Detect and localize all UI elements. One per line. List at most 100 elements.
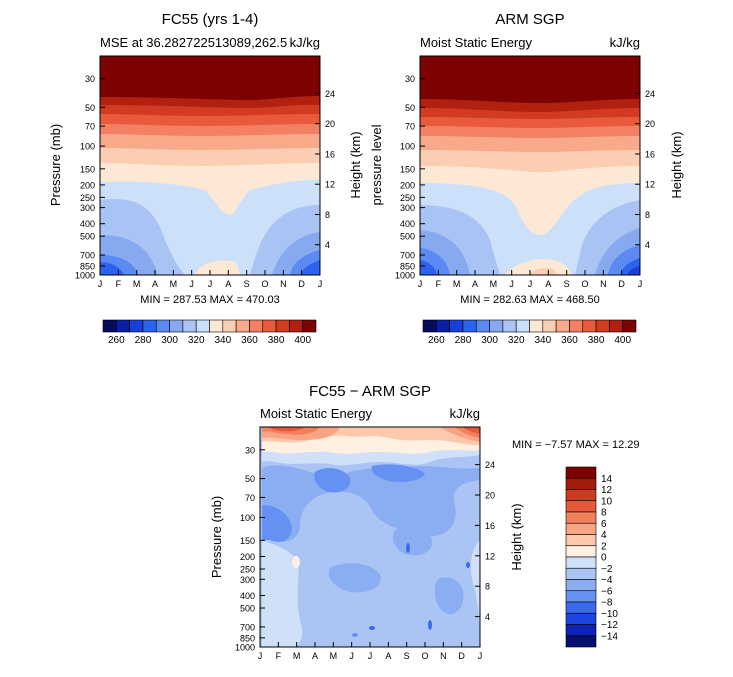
y-tick-label: 500 [80,232,95,242]
colorbar-swatch [565,534,597,547]
min-max-label: MIN = 282.63 MAX = 468.50 [460,294,599,306]
y-tick-label-right: 4 [325,240,330,250]
y-tick-label: 50 [405,103,415,113]
y-tick-label-right: 16 [485,521,495,531]
y-tick-label: 700 [240,622,255,632]
y-tick-label: 250 [400,193,415,203]
y-tick-label: 250 [80,193,95,203]
colorbar-swatch [569,319,584,333]
x-tick-label: A [472,279,478,289]
y-tick-label: 1000 [75,271,95,281]
colorbar: 260 280 300 320 340 360 380 400 [422,319,637,346]
y-tick-label: 1000 [395,271,415,281]
colorbar-swatch [289,319,303,333]
x-tick-label: S [404,651,410,661]
colorbar-label: 320 [188,335,205,346]
contour-fill-fc55 [100,56,320,275]
colorbar-swatch [102,319,117,333]
colorbar-swatch [502,319,517,333]
colorbar-swatch [155,319,170,333]
colorbar-label: 340 [534,335,551,346]
y-tick-label-right: 4 [645,240,650,250]
x-tick-label: J [528,279,533,289]
y-tick-label: 30 [405,74,415,84]
colorbar-swatch [436,319,450,333]
y-tick-label-right: 20 [485,491,495,501]
contour-band [352,633,358,637]
colorbar-label: 4 [601,530,607,541]
colorbar-label: 380 [588,335,605,346]
chart-subtitle-right: kJ/kg [290,35,320,50]
contour-band [406,543,410,553]
y-axis-label: Pressure (mb) [48,124,63,206]
colorbar-label: 0 [601,553,607,564]
y-tick-label: 700 [400,251,415,261]
x-tick-label: A [385,651,391,661]
colorbar-label: −8 [601,598,613,609]
y-tick-label: 150 [80,164,95,174]
colorbar-swatch [129,319,144,333]
y-tick-label: 30 [245,445,255,455]
colorbar-label: 360 [561,335,578,346]
x-tick-label: J [208,279,213,289]
chart-subtitle-right: kJ/kg [610,35,640,50]
y-axis-label: pressure level [369,124,384,205]
x-tick-label: M [490,279,498,289]
y-tick-label-right: 20 [645,119,655,129]
y-axis-label-right: Height (km) [348,131,363,198]
colorbar-swatch [565,511,597,524]
colorbar-swatch [565,624,597,637]
x-tick-label: D [298,279,305,289]
x-tick-label: J [478,651,483,661]
colorbar-swatch [542,319,557,333]
colorbar-label: −10 [601,609,618,620]
colorbar-swatch [182,319,197,333]
x-tick-label: M [133,279,141,289]
colorbar-label: −6 [601,586,613,597]
y-tick-label: 500 [400,232,415,242]
y-tick-label: 300 [240,575,255,585]
x-tick-label: J [258,651,263,661]
y-axis-height: 24 20 16 12 8 4 [635,89,655,250]
y-tick-label: 150 [400,164,415,174]
colorbar-label: 360 [241,335,258,346]
colorbar-swatch [565,500,597,513]
colorbar-swatch [565,489,597,502]
colorbar-swatch [116,319,130,333]
contour-band [292,556,300,568]
colorbar-label: 14 [601,474,613,485]
colorbar-swatch [275,319,290,333]
x-tick-label: A [152,279,158,289]
colorbar-swatch [529,319,544,333]
chart-subtitle-left: Moist Static Energy [260,406,372,421]
y-tick-label-right: 12 [645,180,655,190]
contour-band [262,505,292,542]
contour-fill-arm-sgp [420,56,640,275]
contour-band [100,56,320,100]
x-tick-label: N [280,279,287,289]
colorbar-swatch [582,319,597,333]
chart-subtitle-right: kJ/kg [450,406,480,421]
x-tick-label: M [453,279,461,289]
y-tick-label-right: 16 [325,149,335,159]
colorbar-swatch [565,579,597,592]
colorbar-swatch [595,319,610,333]
x-tick-label: M [170,279,178,289]
contour-band [470,540,480,647]
y-tick-label: 850 [400,261,415,271]
x-tick-label: J [318,279,323,289]
x-tick-label: M [330,651,338,661]
y-tick-label: 100 [240,513,255,523]
y-tick-label: 200 [240,552,255,562]
contour-band [300,260,320,275]
colorbar-swatch [565,567,597,580]
colorbar-swatch [622,319,637,333]
colorbar-label: 8 [601,508,607,519]
